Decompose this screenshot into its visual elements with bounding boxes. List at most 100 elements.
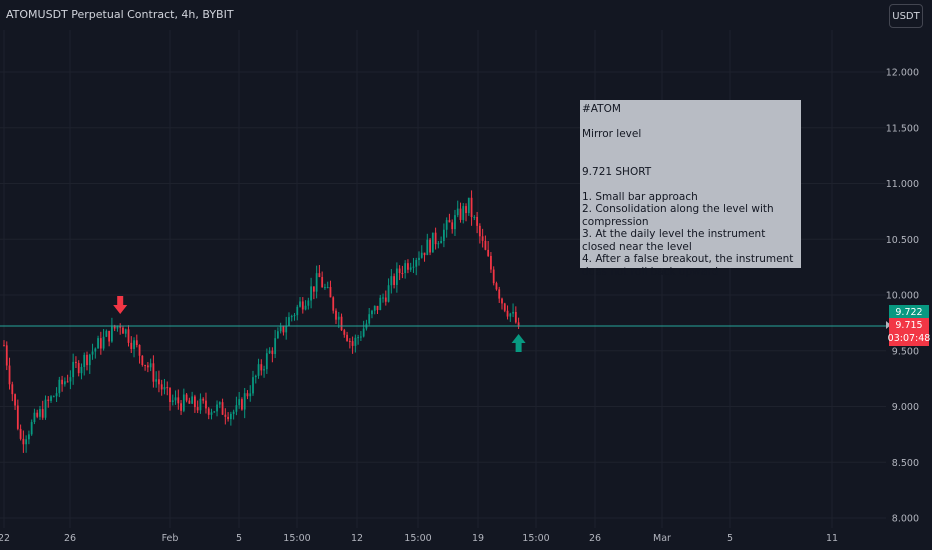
candle-body	[11, 384, 14, 395]
candle-body	[429, 239, 431, 253]
candle-body	[514, 311, 517, 323]
candle-body	[252, 377, 254, 394]
candle-body	[382, 297, 384, 299]
candle-body	[390, 276, 393, 286]
candle-body	[335, 310, 337, 320]
candle-body	[88, 354, 91, 366]
candle-body	[202, 398, 205, 401]
candle-body	[354, 337, 357, 346]
candle-body	[158, 379, 160, 385]
candle-body	[426, 239, 429, 256]
candle-body	[66, 381, 69, 383]
candle-body	[77, 363, 80, 374]
candle-body	[501, 298, 503, 304]
candle-body	[30, 422, 33, 435]
candle-body	[440, 240, 443, 244]
candle-body	[5, 345, 8, 366]
candle-body	[346, 334, 348, 341]
candle-body	[467, 197, 470, 214]
candle-body	[28, 434, 30, 440]
candle-body	[227, 416, 229, 420]
candle-body	[268, 350, 271, 354]
y-tick-label: 10.000	[886, 291, 919, 302]
candle-body	[343, 330, 346, 335]
candle-body	[473, 216, 476, 218]
candle-body	[484, 240, 487, 250]
candle-body	[371, 310, 373, 315]
candle-body	[135, 340, 138, 346]
candle-body	[246, 393, 249, 397]
candle-body	[141, 355, 144, 366]
y-tick-label: 10.500	[886, 235, 919, 246]
candle-body	[318, 273, 321, 278]
candle-body	[299, 301, 301, 307]
candle-body	[451, 222, 454, 230]
x-tick-label: 26	[64, 533, 76, 544]
candle-body	[423, 252, 426, 256]
candle-body	[445, 220, 448, 230]
x-tick-label: 15:00	[283, 533, 310, 544]
candle-body	[409, 267, 412, 270]
candle-body	[3, 345, 5, 347]
currency-button[interactable]: USDT	[889, 4, 923, 28]
candle-body	[448, 220, 451, 223]
candle-body	[119, 325, 122, 328]
candle-body	[260, 364, 263, 371]
candle-body	[72, 361, 75, 378]
candle-body	[285, 325, 288, 333]
candle-body	[517, 322, 520, 327]
candle-body	[312, 286, 315, 292]
x-tick-label: 22	[0, 533, 10, 544]
candle-body	[373, 305, 376, 311]
candle-body	[296, 306, 299, 316]
x-tick-label: 5	[236, 533, 242, 544]
candle-body	[506, 310, 509, 317]
candle-body	[434, 232, 437, 245]
candle-body	[169, 387, 171, 402]
candle-body	[99, 338, 102, 349]
annotation-note[interactable]: #ATOM Mirror level 9.721 SHORT 1. Small …	[580, 100, 801, 278]
candle-body	[39, 409, 41, 417]
candle-body	[310, 286, 312, 301]
candle-body	[443, 229, 445, 241]
x-tick-label: 19	[472, 533, 484, 544]
candle-body	[8, 365, 11, 385]
candle-body	[207, 408, 210, 415]
candle-body	[44, 399, 47, 418]
x-tick-label: Feb	[162, 533, 179, 544]
candle-body	[14, 394, 16, 406]
candle-body	[332, 297, 335, 311]
candle-body	[503, 303, 506, 311]
x-tick-label: 11	[826, 533, 838, 544]
candle-body	[412, 266, 415, 268]
arrow-annotations	[113, 296, 526, 352]
candle-body	[160, 384, 163, 390]
candle-body	[290, 316, 293, 318]
candle-body	[243, 393, 246, 410]
candle-body	[108, 330, 111, 342]
candle-body	[83, 354, 86, 367]
candle-body	[22, 438, 25, 445]
candle-body	[122, 327, 124, 334]
candle-body	[301, 301, 304, 310]
candle-body	[224, 414, 227, 417]
candle-body	[188, 400, 191, 404]
y-tick-label: 11.000	[886, 179, 919, 190]
candle-body	[462, 206, 465, 220]
candle-body	[235, 405, 238, 412]
candle-body	[238, 399, 241, 406]
candle-body	[194, 396, 196, 408]
candle-body	[55, 393, 58, 397]
candle-body	[431, 232, 434, 253]
candle-body	[277, 331, 279, 339]
candle-body	[102, 336, 105, 349]
candle-body	[476, 216, 478, 226]
candle-body	[210, 412, 213, 415]
level-price-tag: 9.722	[889, 305, 929, 319]
candle-body	[362, 328, 365, 337]
candle-body	[376, 305, 379, 311]
candle-body	[182, 394, 185, 411]
candle-body	[481, 236, 484, 241]
candle-body	[218, 402, 221, 405]
